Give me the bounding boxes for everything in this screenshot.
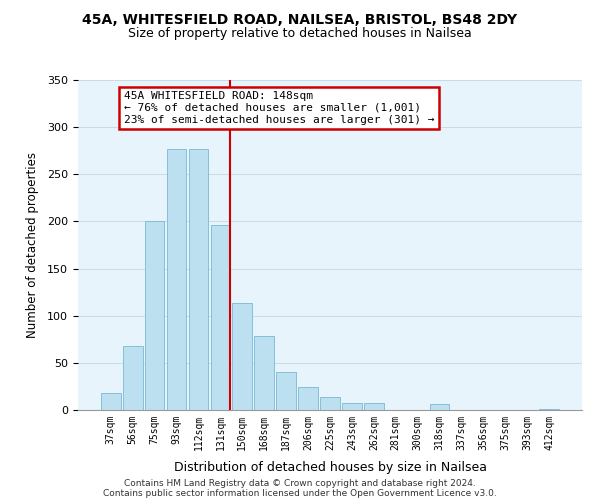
- Bar: [145, 222, 164, 410]
- Text: Contains public sector information licensed under the Open Government Licence v3: Contains public sector information licen…: [103, 488, 497, 498]
- Text: 45A WHITESFIELD ROAD: 148sqm
← 76% of detached houses are smaller (1,001)
23% of: 45A WHITESFIELD ROAD: 148sqm ← 76% of de…: [124, 92, 434, 124]
- Y-axis label: Number of detached properties: Number of detached properties: [26, 152, 39, 338]
- Bar: [430, 404, 449, 410]
- Bar: [276, 372, 296, 410]
- Text: 45A, WHITESFIELD ROAD, NAILSEA, BRISTOL, BS48 2DY: 45A, WHITESFIELD ROAD, NAILSEA, BRISTOL,…: [82, 12, 518, 26]
- Bar: [188, 149, 208, 410]
- Bar: [364, 404, 384, 410]
- Bar: [101, 393, 121, 410]
- Bar: [232, 304, 252, 410]
- Bar: [123, 346, 143, 410]
- Bar: [211, 225, 230, 410]
- X-axis label: Distribution of detached houses by size in Nailsea: Distribution of detached houses by size …: [173, 461, 487, 474]
- Bar: [254, 336, 274, 410]
- Bar: [342, 404, 362, 410]
- Bar: [298, 388, 318, 410]
- Text: Contains HM Land Registry data © Crown copyright and database right 2024.: Contains HM Land Registry data © Crown c…: [124, 478, 476, 488]
- Text: Size of property relative to detached houses in Nailsea: Size of property relative to detached ho…: [128, 28, 472, 40]
- Bar: [539, 409, 559, 410]
- Bar: [167, 149, 187, 410]
- Bar: [320, 397, 340, 410]
